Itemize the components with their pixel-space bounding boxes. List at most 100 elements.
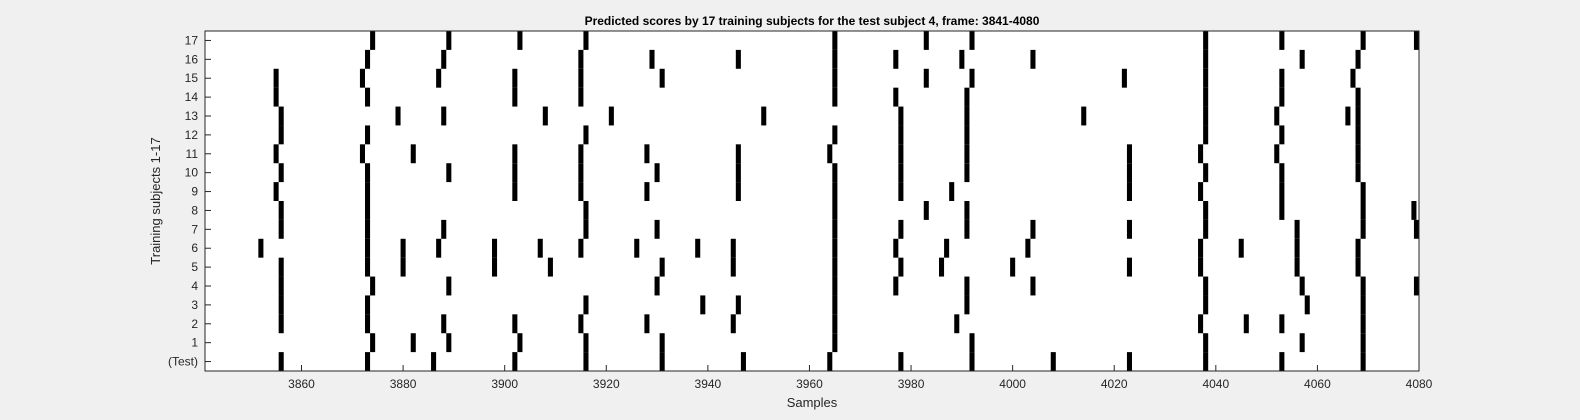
spike-mark bbox=[735, 144, 741, 164]
spike-mark bbox=[365, 352, 371, 371]
spike-mark bbox=[436, 238, 442, 258]
spike-mark bbox=[1203, 68, 1209, 88]
spike-mark bbox=[441, 314, 447, 334]
spike-mark bbox=[1203, 352, 1209, 371]
spike-mark bbox=[517, 31, 523, 50]
spike-mark bbox=[1355, 125, 1361, 145]
spike-mark bbox=[583, 333, 589, 353]
y-tick-label: 12 bbox=[185, 128, 199, 142]
spike-mark bbox=[608, 106, 614, 126]
spike-mark bbox=[832, 49, 838, 69]
spike-mark bbox=[278, 314, 284, 334]
spike-mark bbox=[1203, 333, 1209, 353]
spike-mark bbox=[446, 276, 452, 296]
spike-mark bbox=[365, 314, 371, 334]
spike-mark bbox=[1279, 352, 1285, 371]
spike-mark bbox=[1355, 106, 1361, 126]
spike-mark bbox=[370, 31, 376, 50]
spike-mark bbox=[1360, 314, 1366, 334]
spike-mark bbox=[634, 238, 640, 258]
spike-mark bbox=[278, 276, 284, 296]
spike-mark bbox=[964, 144, 970, 164]
spike-mark bbox=[400, 238, 406, 258]
spike-mark bbox=[1126, 352, 1132, 371]
spike-mark bbox=[1360, 31, 1366, 50]
spike-mark bbox=[893, 238, 899, 258]
spike-mark bbox=[441, 106, 447, 126]
spike-mark bbox=[923, 201, 929, 220]
spike-mark bbox=[578, 182, 584, 201]
y-axis-label: Training subjects 1-17 bbox=[148, 137, 163, 264]
spike-mark bbox=[359, 68, 365, 88]
spike-mark bbox=[1279, 163, 1285, 183]
spike-mark bbox=[1413, 31, 1419, 50]
spike-mark bbox=[898, 182, 904, 201]
chart-title: Predicted scores by 17 training subjects… bbox=[585, 14, 1040, 28]
marks-layer bbox=[258, 31, 1419, 371]
spike-mark bbox=[898, 144, 904, 164]
spike-mark bbox=[365, 87, 371, 107]
spike-mark bbox=[258, 238, 264, 258]
spike-mark bbox=[578, 49, 584, 69]
spike-mark bbox=[365, 238, 371, 258]
spike-mark bbox=[964, 87, 970, 107]
spike-mark bbox=[583, 125, 589, 145]
spike-mark bbox=[659, 68, 665, 88]
spike-mark bbox=[512, 163, 518, 183]
y-tick-label: 14 bbox=[185, 90, 199, 104]
axes-layer: 3860 3880 3900 3920 3940 3960 3980 4000 4020 4040… bbox=[168, 33, 1433, 391]
spike-mark bbox=[659, 333, 665, 353]
spike-mark bbox=[898, 352, 904, 371]
spike-mark bbox=[944, 238, 950, 258]
spike-mark bbox=[644, 182, 650, 201]
spike-mark bbox=[654, 276, 660, 296]
spike-mark bbox=[654, 219, 660, 239]
spike-mark bbox=[735, 182, 741, 201]
spike-mark bbox=[1299, 333, 1305, 353]
spike-mark bbox=[1025, 238, 1031, 258]
spike-mark bbox=[578, 163, 584, 183]
spike-mark bbox=[446, 31, 452, 50]
spike-mark bbox=[1294, 219, 1300, 239]
spike-mark bbox=[654, 163, 660, 183]
spike-mark bbox=[512, 314, 518, 334]
spike-mark bbox=[1030, 219, 1036, 239]
spike-mark bbox=[959, 49, 965, 69]
spike-mark bbox=[370, 333, 376, 353]
x-axis-label: Samples bbox=[787, 395, 838, 410]
spike-mark bbox=[1203, 219, 1209, 239]
spike-mark bbox=[1413, 276, 1419, 296]
y-tick-label: 4 bbox=[191, 279, 198, 293]
spike-mark bbox=[1360, 295, 1366, 315]
y-tick-label: 7 bbox=[191, 222, 198, 236]
spike-mark bbox=[832, 238, 838, 258]
spike-mark bbox=[1126, 219, 1132, 239]
spike-mark bbox=[1198, 144, 1204, 164]
spike-mark bbox=[1203, 163, 1209, 183]
spike-mark bbox=[1243, 314, 1249, 334]
spike-mark bbox=[273, 87, 279, 107]
spike-mark bbox=[954, 314, 960, 334]
spike-mark bbox=[1203, 276, 1209, 296]
spike-mark bbox=[1081, 106, 1087, 126]
spike-mark bbox=[278, 352, 284, 371]
spike-mark bbox=[964, 276, 970, 296]
spike-mark bbox=[898, 125, 904, 145]
spike-mark bbox=[1198, 314, 1204, 334]
spike-mark bbox=[1355, 163, 1361, 183]
spike-mark bbox=[730, 314, 736, 334]
y-tick-label: 2 bbox=[191, 317, 198, 331]
spike-mark bbox=[1350, 68, 1356, 88]
spike-mark bbox=[365, 295, 371, 315]
spike-mark bbox=[1203, 295, 1209, 315]
x-tick-label: 4000 bbox=[999, 377, 1026, 391]
spike-mark bbox=[1355, 87, 1361, 107]
y-tick-label: 3 bbox=[191, 298, 198, 312]
spike-mark bbox=[365, 125, 371, 145]
spike-mark bbox=[1279, 31, 1285, 50]
spike-mark bbox=[278, 106, 284, 126]
spike-mark bbox=[578, 238, 584, 258]
spike-mark bbox=[893, 87, 899, 107]
x-tick-label: 3900 bbox=[491, 377, 518, 391]
spike-mark bbox=[1274, 144, 1280, 164]
